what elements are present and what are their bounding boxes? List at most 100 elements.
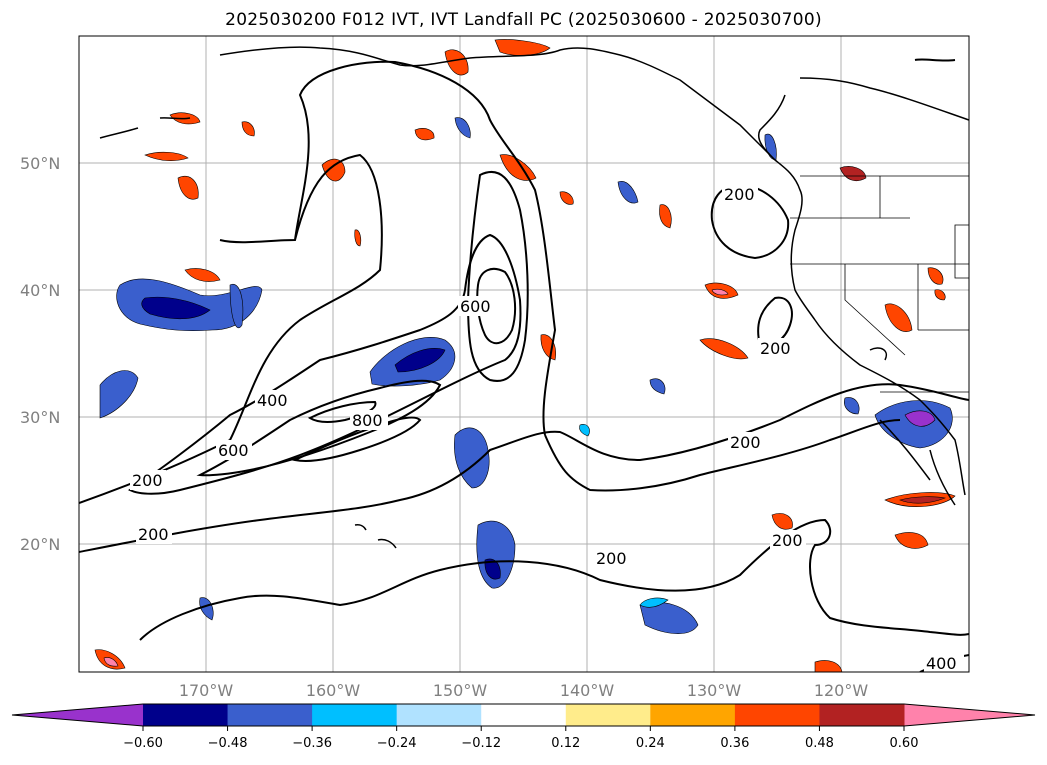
colorbar-segment (143, 704, 229, 726)
contour-label: 200 (596, 549, 627, 568)
pc-blob-pos-14 (659, 204, 672, 229)
coastlines (99, 46, 969, 549)
lon-label-160w: 160°W (306, 681, 361, 700)
plot-frame (78, 35, 970, 673)
pc-blob-pos-8-core (711, 288, 729, 296)
pc-blob-pos-10 (884, 303, 913, 332)
pc-blob-pos-4 (177, 176, 199, 200)
coast-baja (869, 347, 931, 481)
pc-blob-neg-11 (199, 597, 214, 621)
border-ca-nv (844, 264, 906, 356)
lon-label-120w: 120°W (814, 681, 869, 700)
colorbar-tick-label: 0.36 (720, 736, 749, 751)
pc-blob-pos-2 (494, 39, 551, 56)
political-boundaries (790, 175, 969, 393)
colorbar-tick-label: 0.48 (805, 736, 834, 751)
contour-label: 200 (772, 531, 803, 550)
lat-label-40n: 40°N (20, 281, 60, 300)
pc-blob-neg-8 (617, 181, 639, 204)
pc-blob-pos-6 (144, 151, 189, 161)
colorbar: −0.60 −0.48 −0.36 −0.24 −0.12 0.12 0.24 0.36 0.4… (11, 703, 1036, 751)
colorbar-tick-label: 0.12 (551, 736, 580, 751)
colorbar-extend-min (12, 704, 143, 726)
contour-label: 800 (352, 411, 383, 430)
pc-blob-pos-17 (927, 267, 944, 285)
colorbar-segment (734, 704, 820, 726)
contour-label: 200 (730, 433, 761, 452)
colorbar-segment (481, 704, 567, 726)
latitude-labels: 50°N 40°N 30°N 20°N (20, 154, 60, 554)
pc-blob-pos-24 (559, 191, 574, 205)
coast-hawaii-1 (377, 538, 397, 549)
contour-label: 200 (724, 185, 755, 204)
pc-blob-neg-4-core (484, 558, 501, 580)
pc-blob-pos-3 (321, 158, 346, 182)
colorbar-tick-label: −0.12 (461, 736, 501, 751)
border-co (954, 224, 969, 279)
colorbar-segment (227, 704, 313, 726)
ivt-contour-200-ne (710, 183, 790, 260)
ivt-contour-200-south (79, 383, 969, 553)
colorbar-tick-label: −0.24 (377, 736, 417, 751)
contour-label: 200 (760, 339, 791, 358)
pc-blob-pos-15 (540, 334, 556, 361)
colorbar-tick-label: 0.60 (890, 736, 919, 751)
plot-area (79, 36, 969, 672)
colorbar-segment (819, 704, 905, 726)
pc-blob-neg-12 (844, 397, 860, 415)
ivt-contour-600-north (476, 267, 517, 345)
contour-label: 400 (257, 391, 288, 410)
contour-label: 200 (132, 471, 163, 490)
lon-label-150w: 150°W (433, 681, 488, 700)
pc-blob-neg-9 (229, 283, 244, 328)
colorbar-tick-label: 0.24 (636, 736, 665, 751)
pc-blob-neg-14 (579, 424, 590, 437)
pc-blob-neg-1-core (141, 296, 211, 320)
lat-label-50n: 50°N (20, 154, 60, 173)
ivt-contour-200-mid (544, 419, 901, 492)
ivt-contour-200-east (914, 58, 956, 62)
pc-blob-neg-15 (649, 378, 666, 395)
lon-label-140w: 140°W (560, 681, 615, 700)
ivt-contour-400 (128, 233, 522, 495)
pc-blob-pos-25 (354, 229, 362, 247)
lon-label-170w: 170°W (179, 681, 234, 700)
lat-label-30n: 30°N (20, 408, 60, 427)
pc-blob-pos-7 (184, 268, 221, 282)
coast-hawaii-2 (354, 524, 367, 531)
colorbar-tick-label: −0.36 (292, 736, 332, 751)
pc-blob-pos-16-core (103, 657, 119, 667)
colorbar-segment (396, 704, 482, 726)
ivt-contour-labels: 200 200 200 200 200 200 200 400 400 600 … (130, 184, 964, 673)
pc-blob-pos-12 (894, 532, 929, 549)
coast-aleutians-1 (99, 127, 139, 139)
contour-label: 600 (460, 297, 491, 316)
colorbar-tick-label: −0.60 (123, 736, 163, 751)
pc-blob-neg-5 (99, 370, 139, 419)
contour-label: 600 (218, 441, 249, 460)
lat-label-20n: 20°N (20, 535, 60, 554)
pc-blob-pos-1 (444, 49, 469, 76)
landfall-pc-positive-regions (94, 39, 956, 672)
lon-label-130w: 130°W (687, 681, 742, 700)
pc-blob-pos-22 (241, 121, 255, 137)
pc-blob-pos-18 (934, 289, 946, 301)
pc-blob-neg-6-core (904, 410, 936, 427)
coast-aleutians-2 (159, 117, 191, 120)
colorbar-segment (650, 704, 736, 726)
colorbar-segment (312, 704, 398, 726)
ivt-contour-600 (196, 379, 442, 477)
longitude-labels: 170°W 160°W 150°W 140°W 130°W 120°W (179, 681, 869, 700)
map-title: 2025030200 F012 IVT, IVT Landfall PC (20… (225, 10, 822, 30)
coast-alaska (219, 46, 771, 156)
pc-blob-neg-2-core (394, 348, 446, 373)
pc-blob-neg-7-light (639, 597, 669, 608)
ivt-contour-200-sw (139, 518, 969, 641)
colorbar-tick-label: −0.48 (208, 736, 248, 751)
pc-blob-neg-13 (454, 117, 471, 139)
contour-label: 400 (926, 654, 957, 673)
pc-blob-pos-19 (771, 513, 793, 530)
pc-blob-pos-23 (814, 660, 843, 672)
colorbar-extend-max (904, 704, 1035, 726)
